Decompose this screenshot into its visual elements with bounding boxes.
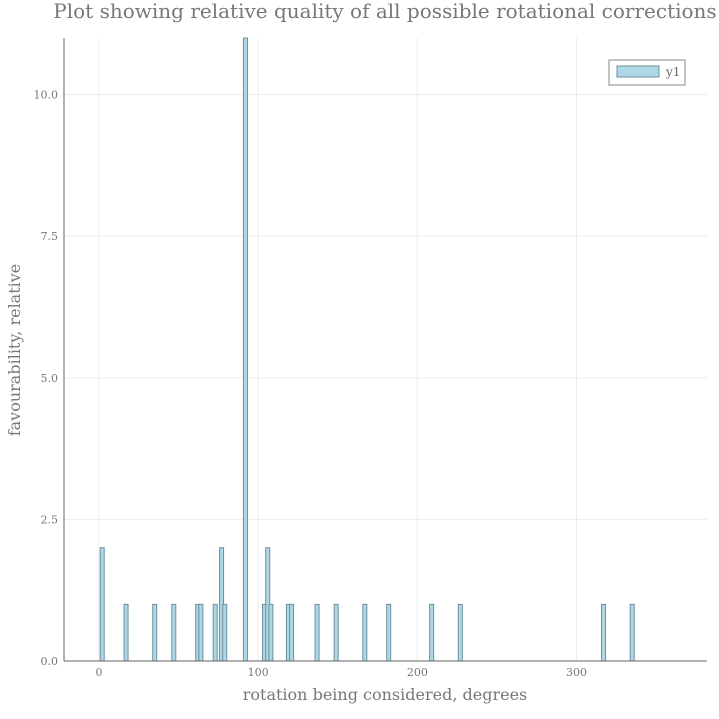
bar [198,603,204,662]
bars [99,37,635,662]
legend-label: y1 [665,65,680,79]
y-tick-label: 0.0 [41,655,59,668]
bar [152,603,158,662]
bar [457,603,463,662]
bar [222,603,228,662]
x-tick-label: 200 [407,666,428,679]
legend: y1 [608,59,686,86]
y-tick-label: 10.0 [34,89,59,102]
bar [123,603,129,662]
y-tick-label: 2.5 [41,513,59,526]
bar [171,603,177,662]
legend-swatch [616,65,660,78]
bar [429,603,435,662]
bar [601,603,607,662]
chart-title: Plot showing relative quality of all pos… [53,0,716,23]
bar [386,603,392,662]
x-tick-label: 300 [566,666,587,679]
y-tick-label: 5.0 [41,372,59,385]
bar [314,603,320,662]
bar [289,603,295,662]
x-tick-label: 100 [248,666,269,679]
y-tick-label: 7.5 [41,230,59,243]
bar [212,603,218,662]
tick-labels: 0.0 2.5 5.0 7.5 10.0 0 100 200 300 [34,89,587,679]
bar [268,603,274,662]
grid-layer [64,38,707,662]
y-axis-label: favourability, relative [5,264,24,437]
x-tick-label: 0 [96,666,103,679]
x-axis-label: rotation being considered, degrees [243,685,528,704]
axes [63,38,707,662]
bar [629,603,635,662]
bar [333,603,339,662]
bar [362,603,368,662]
bar [99,547,105,662]
bar [242,37,248,662]
